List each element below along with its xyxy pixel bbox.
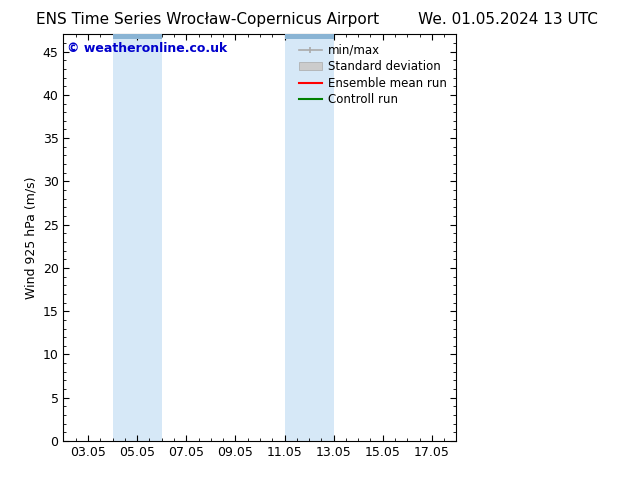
Y-axis label: Wind 925 hPa (m/s): Wind 925 hPa (m/s): [24, 176, 37, 299]
Bar: [285, 34, 333, 39]
Legend: min/max, Standard deviation, Ensemble mean run, Controll run: min/max, Standard deviation, Ensemble me…: [295, 40, 451, 110]
Bar: [113, 34, 162, 39]
Text: © weatheronline.co.uk: © weatheronline.co.uk: [67, 43, 228, 55]
Bar: [113, 34, 162, 441]
Bar: [285, 34, 333, 441]
Text: ENS Time Series Wrocław-Copernicus Airport        We. 01.05.2024 13 UTC: ENS Time Series Wrocław-Copernicus Airpo…: [36, 12, 598, 27]
